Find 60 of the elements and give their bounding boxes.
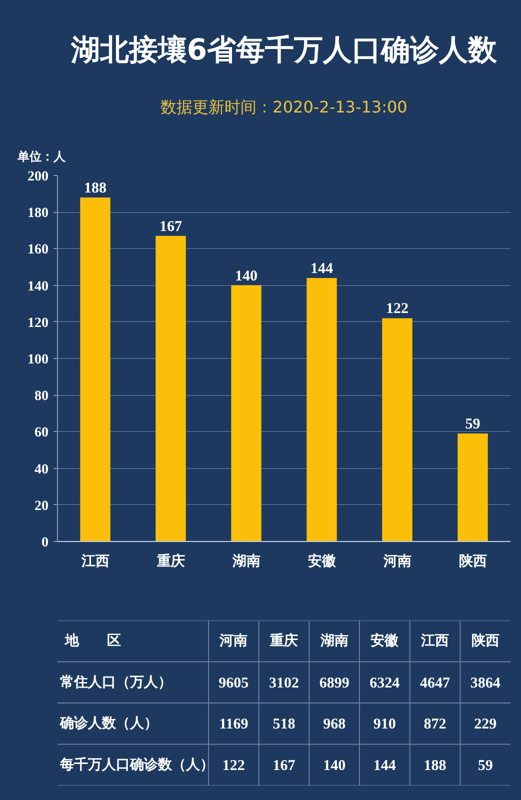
y-tick-label: 100 — [28, 352, 48, 368]
y-tick-label: 常住人口（万人） — [60, 674, 172, 690]
data-label: 59 — [478, 758, 493, 774]
data-label: 140 — [235, 268, 258, 284]
y-tick-label: 80 — [34, 389, 48, 404]
data-label: 167 — [160, 218, 182, 235]
x-tick-label: 湖南 — [231, 554, 260, 570]
data-label: 910 — [373, 716, 396, 733]
data-label: 1169 — [219, 716, 248, 733]
x-tick-label: 河南 — [218, 633, 248, 650]
data-label: 144 — [373, 758, 396, 774]
y-tick-label: 0 — [42, 536, 48, 550]
x-tick-label: 江西 — [420, 633, 449, 650]
y-tick-label: 120 — [28, 316, 48, 331]
bar — [231, 285, 262, 542]
y-axis-title: 单位：人 — [16, 150, 66, 164]
y-tick-label: 160 — [28, 242, 48, 258]
data-label: 140 — [323, 758, 346, 774]
data-label: 122 — [222, 758, 245, 774]
data-label: 872 — [424, 716, 446, 733]
x-tick-label: 陕西 — [458, 554, 487, 570]
data-label: 229 — [474, 716, 497, 733]
data-label: 122 — [386, 301, 408, 318]
y-tick-label: 180 — [28, 206, 48, 222]
x-tick-label: 重庆 — [269, 632, 298, 650]
y-tick-label: 20 — [34, 498, 48, 514]
data-label: 6899 — [319, 675, 350, 692]
data-label: 9605 — [218, 675, 249, 692]
data-label: 518 — [272, 716, 296, 733]
y-axis-title: 地 区 — [64, 633, 122, 650]
bar — [382, 318, 412, 542]
data-label: 968 — [323, 716, 346, 733]
bar — [306, 278, 337, 542]
bar — [156, 236, 186, 542]
x-tick-label: 河南 — [382, 554, 412, 570]
data-label: 59 — [465, 416, 480, 433]
bar — [458, 434, 488, 542]
chart-title: 湖北接壤6省每千万人口确诊人数 — [70, 32, 498, 66]
data-label: 6324 — [370, 675, 400, 692]
y-tick-label: 确诊人数（人） — [59, 716, 158, 732]
x-tick-label: 湖南 — [319, 633, 348, 650]
bar — [80, 197, 110, 542]
data-label: 188 — [424, 758, 446, 774]
data-label: 3102 — [269, 675, 299, 692]
x-tick-label: 江西 — [80, 554, 110, 570]
x-tick-label: 陕西 — [471, 633, 500, 650]
y-tick-label: 60 — [34, 426, 48, 441]
y-tick-label: 每千万人口确诊数（人） — [59, 756, 214, 773]
x-tick-label: 安徽 — [370, 632, 400, 650]
y-tick-label: 40 — [34, 462, 48, 478]
data-label: 4647 — [420, 675, 450, 692]
chart-subtitle: 数据更新时间：2020-2-13-13:00 — [160, 98, 408, 116]
data-label: 188 — [84, 180, 106, 196]
x-tick-label: 重庆 — [156, 552, 185, 570]
data-label: 3864 — [470, 675, 501, 692]
data-label: 167 — [272, 758, 296, 774]
y-tick-label: 140 — [28, 279, 48, 294]
x-tick-label: 安徽 — [308, 552, 337, 570]
y-tick-label: 200 — [28, 170, 48, 184]
data-label: 144 — [310, 260, 334, 277]
